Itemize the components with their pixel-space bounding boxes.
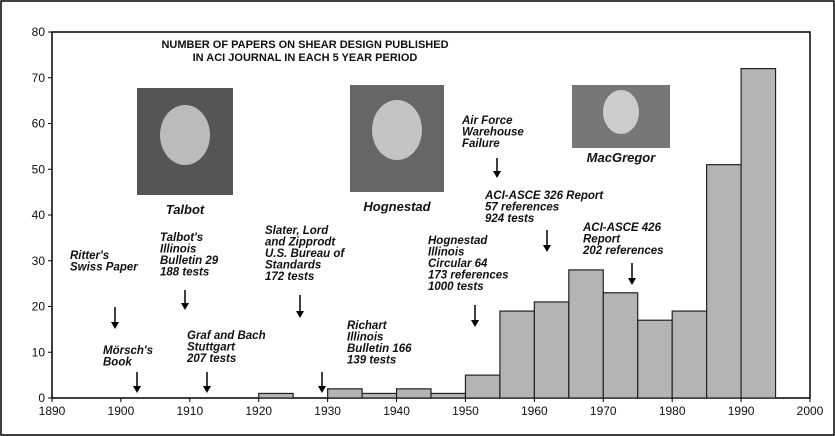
annotation-line: Book xyxy=(103,357,132,369)
annotation-line: Illinois xyxy=(428,247,464,259)
annotation: Talbot's Illinois Bulletin 29 188 tests xyxy=(160,232,219,279)
portrait-caption: MacGregor xyxy=(587,150,657,165)
chart-title: IN ACI JOURNAL IN EACH 5 YEAR PERIOD xyxy=(193,52,418,64)
bar xyxy=(327,388,363,399)
bar xyxy=(464,374,501,399)
photo-face xyxy=(372,100,422,160)
y-tick-label: 30 xyxy=(32,254,46,268)
annotation-line: Air Force xyxy=(461,115,513,127)
annotation-line: U.S. Bureau of xyxy=(265,248,345,260)
x-tick-label: 1940 xyxy=(383,404,410,418)
arrow-head xyxy=(181,303,189,310)
portrait-caption: Hognestad xyxy=(363,199,431,214)
arrow-head xyxy=(133,386,141,393)
annotation-line: 924 tests xyxy=(485,213,534,225)
annotation-line: 173 references xyxy=(428,270,509,282)
annotation: Slater, Lord and Zipprodt U.S. Bureau of St… xyxy=(265,225,345,283)
y-tick-label: 0 xyxy=(38,391,45,405)
annotation-line: 1000 tests xyxy=(428,281,484,293)
x-tick-label: 2000 xyxy=(797,404,824,418)
annotation: Hognestad Illinois Circular 64 173 referenc… xyxy=(428,235,509,293)
annotation-line: 172 tests xyxy=(265,271,314,283)
y-tick-label: 80 xyxy=(32,25,46,39)
y-tick-label: 60 xyxy=(32,117,46,131)
arrow-head xyxy=(471,320,479,327)
bar xyxy=(637,319,673,399)
bar xyxy=(395,388,432,399)
bar xyxy=(258,392,294,399)
x-tick-label: 1890 xyxy=(39,404,66,418)
annotation-line: Circular 64 xyxy=(428,258,488,270)
arrow-head xyxy=(628,278,636,285)
annotation-line: Illinois xyxy=(347,332,383,344)
annotation-line: Illinois xyxy=(160,244,196,256)
annotation-line: ACI-ASCE 326 Report xyxy=(484,190,604,202)
arrow-head xyxy=(318,386,326,393)
annotation: Air Force Warehouse Failure xyxy=(461,115,524,150)
annotation-line: Bulletin 29 xyxy=(160,255,219,267)
photos xyxy=(137,85,670,195)
bar xyxy=(740,67,777,399)
annotation-line: 207 tests xyxy=(186,353,236,365)
bar xyxy=(568,269,604,399)
annotation-line: ACI-ASCE 426 xyxy=(582,222,662,234)
x-tick-label: 1980 xyxy=(659,404,686,418)
arrow-head xyxy=(493,171,501,178)
y-tick-label: 20 xyxy=(32,300,46,314)
annotation-line: 188 tests xyxy=(160,267,209,279)
annotation-line: Ritter's xyxy=(70,250,109,262)
photo-face xyxy=(160,105,210,165)
x-tick-label: 1970 xyxy=(590,404,617,418)
annotation-line: Slater, Lord xyxy=(265,225,329,237)
annotation: Ritter's Swiss Paper xyxy=(70,250,138,274)
x-tick-label: 1960 xyxy=(521,404,548,418)
bar xyxy=(706,164,742,399)
photo-face xyxy=(603,90,639,134)
y-tick-label: 50 xyxy=(32,162,46,176)
annotation: ACI-ASCE 426 Report 202 references xyxy=(582,222,664,257)
annotation-line: Bulletin 166 xyxy=(347,343,412,355)
bar xyxy=(499,310,535,399)
portrait-caption: Talbot xyxy=(166,202,205,217)
x-tick-label: 1930 xyxy=(314,404,341,418)
y-tick-label: 70 xyxy=(32,71,46,85)
arrow-head xyxy=(111,322,119,329)
x-tick-label: 1990 xyxy=(728,404,755,418)
annotation-line: Richart xyxy=(347,320,388,332)
annotation-line: Swiss Paper xyxy=(70,262,138,274)
x-tick-label: 1910 xyxy=(176,404,203,418)
annotation: Graf and Bach Stuttgart 207 tests xyxy=(186,330,266,365)
y-tick-label: 40 xyxy=(32,208,46,222)
bar xyxy=(533,301,570,399)
annotation-line: Graf and Bach xyxy=(187,330,266,342)
bar xyxy=(361,392,398,399)
annotation-line: 57 references xyxy=(485,202,559,214)
bar xyxy=(671,310,708,399)
annotation: Mörsch's Book xyxy=(103,345,153,369)
annotation-line: Failure xyxy=(462,138,500,150)
annotation-line: Warehouse xyxy=(462,127,524,139)
annotation-line: 202 references xyxy=(582,245,664,257)
annotation-line: Mörsch's xyxy=(103,345,153,357)
annotation-line: Standards xyxy=(265,260,321,272)
arrow-head xyxy=(543,245,551,252)
x-tick-label: 1900 xyxy=(108,404,135,418)
x-tick-label: 1950 xyxy=(452,404,479,418)
y-tick-label: 10 xyxy=(32,345,46,359)
chart-title: NUMBER OF PAPERS ON SHEAR DESIGN PUBLISH… xyxy=(161,39,448,51)
x-tick-label: 1920 xyxy=(245,404,272,418)
arrow-head xyxy=(296,311,304,318)
bar xyxy=(430,392,467,399)
arrow-head xyxy=(203,386,211,393)
annotation-line: Talbot's xyxy=(160,232,203,244)
annotation: Richart Illinois Bulletin 166 139 tests xyxy=(347,320,412,367)
bar xyxy=(602,292,639,399)
annotation: ACI-ASCE 326 Report 57 references 924 test… xyxy=(484,190,604,225)
annotation-line: and Zipprodt xyxy=(265,237,336,249)
annotation-line: Report xyxy=(583,234,621,246)
annotation-line: Hognestad xyxy=(428,235,488,247)
annotation-line: Stuttgart xyxy=(187,342,236,354)
annotation-line: 139 tests xyxy=(347,355,396,367)
